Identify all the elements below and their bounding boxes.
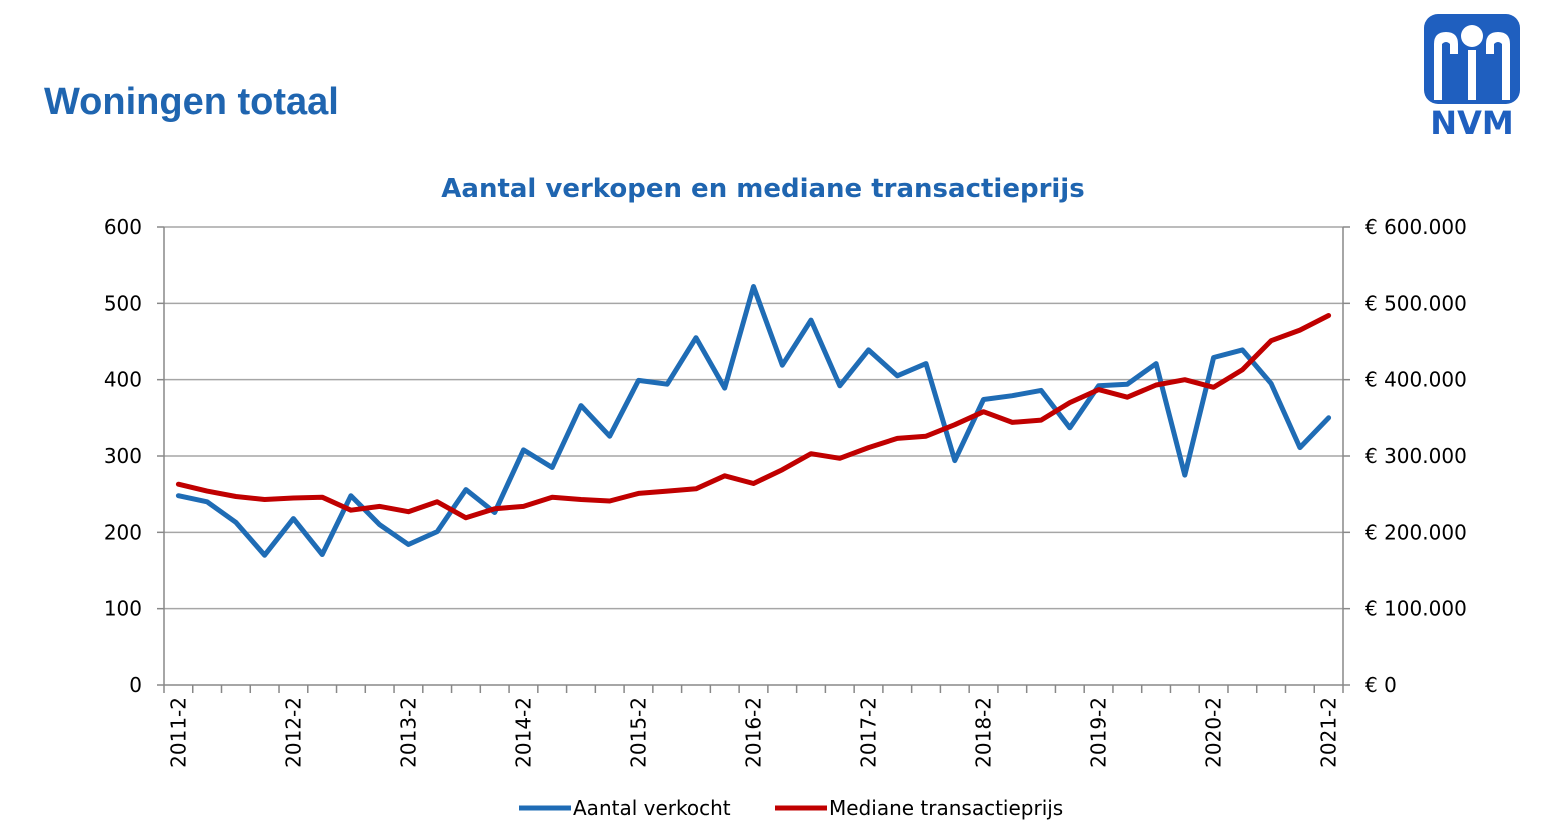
right-tick-label: € 500.000 <box>1365 291 1467 315</box>
left-tick-label: 200 <box>104 520 142 544</box>
x-tick-label: 2015-2 <box>626 697 650 768</box>
x-tick-label: 2011-2 <box>166 697 190 768</box>
left-tick-label: 100 <box>104 597 142 621</box>
right-tick-label: € 300.000 <box>1365 444 1467 468</box>
legend: Aantal verkocht Mediane transactieprijs <box>519 796 1063 820</box>
series-line-mediane-transactieprijs <box>175 313 1332 521</box>
x-tick-label: 2016-2 <box>742 697 766 768</box>
x-tick-label: 2019-2 <box>1087 697 1111 768</box>
x-tick-label: 2013-2 <box>396 697 420 768</box>
left-axis-ticks: 0 100 200 300 400 500 600 <box>104 215 142 697</box>
x-tick-label: 2020-2 <box>1202 697 1226 768</box>
x-tick-label: 2012-2 <box>281 697 305 768</box>
logo-text: NVM <box>1430 104 1513 138</box>
right-tick-label: € 600.000 <box>1365 215 1467 239</box>
legend-item-aantal-verkocht-label: Aantal verkocht <box>573 796 731 820</box>
right-tick-label: € 400.000 <box>1365 368 1467 392</box>
left-tick-label: 600 <box>104 215 142 239</box>
x-axis-ticks: 2011-2 2012-2 2013-2 2014-2 2015-2 2016-2 2017… <box>166 697 1340 768</box>
axes <box>157 226 1350 693</box>
left-tick-label: 300 <box>104 444 142 468</box>
nvm-logo-icon: NVM <box>1424 14 1520 138</box>
right-tick-label: € 200.000 <box>1365 520 1467 544</box>
series-line-aantal-verkocht <box>175 284 1332 558</box>
legend-item-mediane-transactieprijs-label: Mediane transactieprijs <box>829 796 1063 820</box>
left-tick-label: 500 <box>104 291 142 315</box>
left-tick-label: 400 <box>104 368 142 392</box>
chart-title: Aantal verkopen en mediane transactiepri… <box>441 174 1084 204</box>
x-tick-label: 2021-2 <box>1317 697 1341 768</box>
x-tick-label: 2014-2 <box>511 697 535 768</box>
x-tick-label: 2018-2 <box>972 697 996 768</box>
grid-lines <box>164 226 1343 610</box>
left-tick-label: 0 <box>129 673 142 697</box>
page-title: Woningen totaal <box>44 81 339 123</box>
series <box>175 284 1332 558</box>
right-tick-label: € 100.000 <box>1365 597 1467 621</box>
right-axis-ticks: € 0 € 100.000 € 200.000 € 300.000 € 400.000 €… <box>1365 215 1467 697</box>
right-tick-label: € 0 <box>1365 673 1397 697</box>
x-tick-label: 2017-2 <box>857 697 881 768</box>
